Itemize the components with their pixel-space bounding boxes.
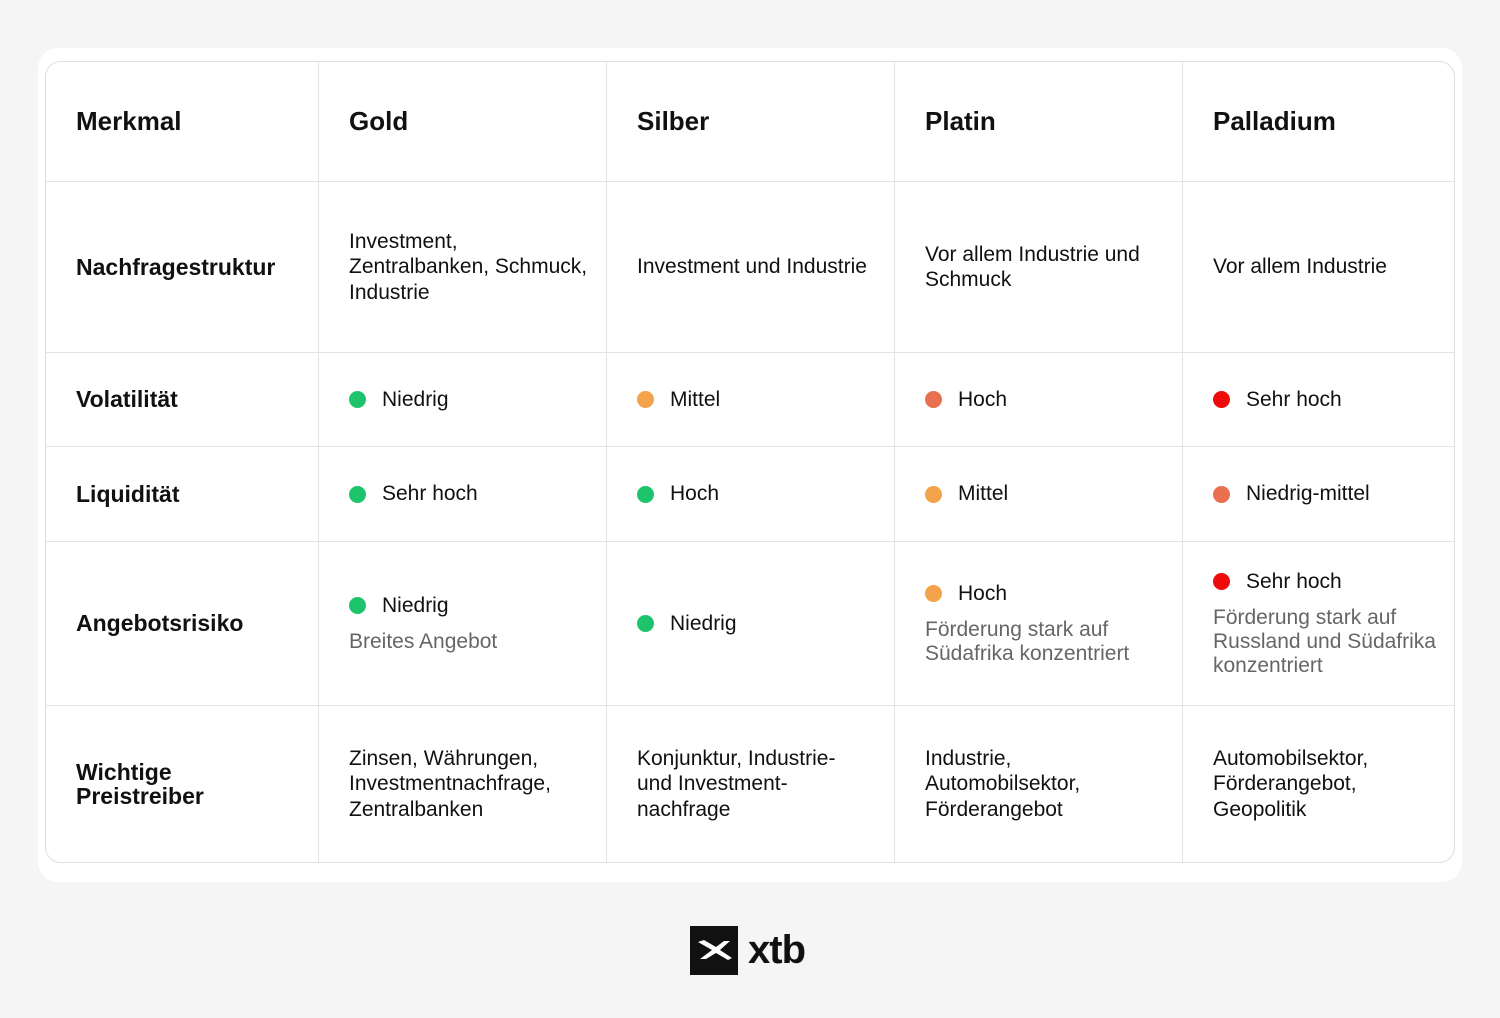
status-text: Hoch [670, 482, 720, 506]
header-text: Gold [349, 105, 409, 136]
cell-text: Automobilsektor, Förderangebot, Geopolit… [1213, 747, 1369, 821]
data-cell: Vor allem Industrie [1183, 182, 1454, 353]
cell-note: Förderung stark auf Südafrika konzentrie… [925, 617, 1130, 666]
data-cell: Automobilsektor, Förderangebot, Geopolit… [1183, 706, 1454, 862]
card [38, 48, 1462, 882]
data-cell: Hoch [895, 353, 1183, 447]
status-dot [925, 485, 942, 503]
row-label-cell: Liquidität [46, 447, 319, 542]
cell-text: Zinsen, Währungen, Investmentnachfrage, … [349, 747, 551, 821]
status: Mittel [637, 387, 876, 412]
data-cell: Sehr hoch Förderung stark auf Russland un… [1183, 542, 1454, 706]
status-text: Niedrig [382, 387, 449, 411]
status: Niedrig [349, 593, 588, 618]
status-dot [637, 391, 654, 408]
data-cell: Industrie, Automobilsektor, Förderangebo… [895, 706, 1183, 862]
data-cell: Mittel [607, 353, 895, 447]
status-text: Sehr hoch [1246, 387, 1342, 411]
status-text: Hoch [958, 581, 1008, 605]
row-label: Angebotsrisiko [76, 610, 244, 637]
header-cell: Palladium [1183, 62, 1454, 182]
status-dot [349, 485, 366, 503]
data-cell: Investment und Industrie [607, 182, 895, 353]
header-cell: Platin [895, 62, 1183, 182]
row-label: Volatilität [76, 386, 178, 413]
logo-mark [690, 926, 738, 975]
data-cell: Sehr hoch [319, 447, 607, 542]
row-label: Wichtige Preistreiber [76, 758, 204, 809]
status-dot [925, 584, 942, 602]
header-text: Platin [925, 105, 996, 136]
status-text: Niedrig-mittel [1246, 482, 1370, 506]
status: Hoch [637, 481, 876, 506]
cell-text: Vor allem Industrie [1213, 255, 1387, 279]
data-cell: Vor allem Industrie und Schmuck [895, 182, 1183, 353]
status-dot [1213, 391, 1230, 408]
cell-text: Investment, Zentralbanken, Schmuck, Indu… [349, 230, 588, 304]
cell-text: Investment und Industrie [637, 255, 867, 279]
status-dot [637, 485, 654, 503]
status-dot [637, 615, 654, 632]
status: Sehr hoch [1213, 569, 1436, 594]
status-text: Niedrig [670, 611, 737, 635]
data-cell: Mittel [895, 447, 1183, 542]
status: Hoch [925, 581, 1164, 606]
status-text: Mittel [958, 482, 1009, 506]
data-cell: Hoch [607, 447, 895, 542]
header-cell: Gold [319, 62, 607, 182]
status-dot [349, 391, 366, 408]
status: Niedrig-mittel [1213, 481, 1436, 506]
status-dot [349, 596, 366, 614]
data-cell: Niedrig Breites Angebot [319, 542, 607, 706]
row-label-cell: Wichtige Preistreiber [46, 706, 319, 862]
data-cell: Zinsen, Währungen, Investmentnachfrage, … [319, 706, 607, 862]
status: Sehr hoch [1213, 387, 1436, 412]
data-cell: Niedrig [319, 353, 607, 447]
status-text: Hoch [958, 387, 1008, 411]
logo: xtb [690, 926, 806, 975]
row-label-cell: Angebotsrisiko [46, 542, 319, 706]
status: Mittel [925, 481, 1164, 506]
status: Niedrig [349, 387, 588, 412]
row-label-cell: Volatilität [46, 353, 319, 447]
logo-text: xtb [748, 928, 806, 972]
data-cell: Investment, Zentralbanken, Schmuck, Indu… [319, 182, 607, 353]
status-dot [1213, 485, 1230, 503]
data-cell: Konjunktur, Industrie- und Investment-na… [607, 706, 895, 862]
data-cell: Sehr hoch [1183, 353, 1454, 447]
data-cell: Niedrig-mittel [1183, 447, 1454, 542]
status-dot [925, 391, 942, 408]
cell-note: Förderung stark auf Russland und Südafri… [1213, 605, 1436, 678]
row-label: Nachfragestruktur [76, 253, 276, 280]
row-label-cell: Nachfragestruktur [46, 182, 319, 353]
status-text: Mittel [670, 387, 721, 411]
header-cell: Merkmal [46, 62, 319, 182]
status: Sehr hoch [349, 481, 588, 506]
data-cell: Hoch Förderung stark auf Südafrika konzen… [895, 542, 1183, 706]
status: Hoch [925, 387, 1164, 412]
header-text: Silber [637, 105, 710, 136]
cell-text: Konjunktur, Industrie- und Investment-na… [637, 747, 836, 821]
header-text: Palladium [1213, 105, 1336, 136]
status-text: Sehr hoch [382, 482, 478, 506]
status: Niedrig [637, 611, 876, 636]
cell-note: Breites Angebot [349, 630, 498, 654]
status-text: Niedrig [382, 593, 449, 617]
cell-text: Industrie, Automobilsektor, Förderangebo… [925, 747, 1081, 821]
row-label: Liquidität [76, 480, 180, 507]
header-text: Merkmal [76, 105, 182, 136]
data-cell: Niedrig [607, 542, 895, 706]
comparison-table: Merkmal Gold Silber Platin Palladium Nachfrag… [45, 61, 1455, 863]
status-dot [1213, 572, 1230, 590]
status-text: Sehr hoch [1246, 569, 1342, 593]
header-cell: Silber [607, 62, 895, 182]
cell-text: Vor allem Industrie und Schmuck [925, 242, 1140, 291]
